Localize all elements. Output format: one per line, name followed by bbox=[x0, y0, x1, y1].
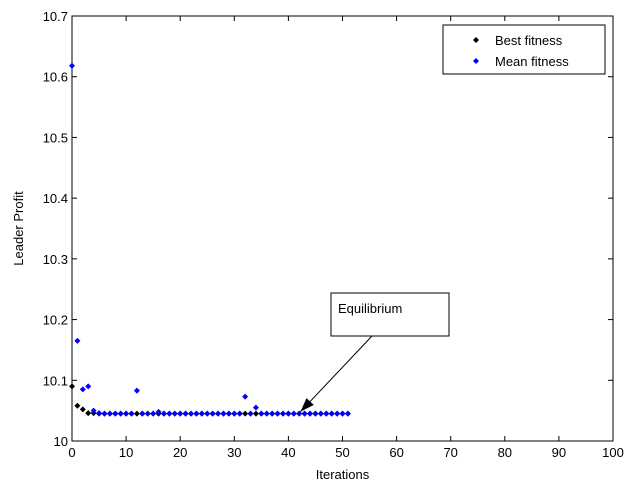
data-point bbox=[155, 408, 162, 415]
y-tick-label: 10.5 bbox=[43, 130, 68, 145]
data-point bbox=[225, 410, 232, 417]
data-point bbox=[96, 410, 103, 417]
data-point bbox=[150, 410, 157, 417]
y-tick-label: 10.7 bbox=[43, 9, 68, 24]
data-point bbox=[144, 410, 151, 417]
y-tick-label: 10.2 bbox=[43, 313, 68, 328]
x-tick-label: 70 bbox=[443, 445, 457, 460]
data-point bbox=[166, 410, 173, 417]
data-point bbox=[90, 407, 97, 414]
data-point bbox=[69, 383, 75, 390]
data-point bbox=[317, 410, 324, 417]
data-point bbox=[247, 410, 254, 417]
data-point bbox=[79, 386, 86, 393]
y-tick-label: 10.6 bbox=[43, 70, 68, 85]
plot-area bbox=[71, 15, 614, 442]
data-point bbox=[69, 62, 75, 69]
data-point bbox=[285, 410, 292, 417]
data-point bbox=[236, 410, 243, 417]
data-point bbox=[296, 410, 303, 417]
data-point bbox=[344, 410, 351, 417]
data-point bbox=[171, 410, 178, 417]
data-point bbox=[123, 410, 130, 417]
data-point bbox=[139, 410, 146, 417]
x-tick-label: 10 bbox=[119, 445, 133, 460]
x-tick-label: 50 bbox=[335, 445, 349, 460]
x-axis-label: Iterations bbox=[316, 467, 370, 482]
data-point bbox=[204, 410, 211, 417]
legend-marker-best-fitness bbox=[473, 37, 479, 43]
legend-label-best-fitness: Best fitness bbox=[495, 33, 563, 48]
data-point bbox=[160, 410, 167, 417]
annotation-box bbox=[330, 292, 450, 337]
data-point bbox=[193, 410, 200, 417]
data-point bbox=[274, 410, 281, 417]
annotation-text: Equilibrium bbox=[338, 301, 402, 316]
y-tick-label: 10.1 bbox=[43, 373, 68, 388]
data-point bbox=[290, 410, 297, 417]
data-point bbox=[188, 410, 195, 417]
data-point bbox=[177, 410, 184, 417]
x-tick-label: 20 bbox=[173, 445, 187, 460]
data-point bbox=[252, 404, 259, 411]
x-tick-label: 60 bbox=[389, 445, 403, 460]
data-point bbox=[307, 410, 314, 417]
data-point bbox=[112, 410, 119, 417]
x-tick-label: 80 bbox=[498, 445, 512, 460]
y-tick-label: 10.4 bbox=[43, 191, 68, 206]
series-mean-fitness bbox=[69, 62, 351, 417]
x-tick-label: 100 bbox=[602, 445, 624, 460]
data-point bbox=[101, 410, 108, 417]
legend-box bbox=[442, 24, 606, 75]
data-point bbox=[328, 410, 335, 417]
data-point bbox=[74, 402, 81, 409]
x-axis: 0 10 20 30 40 50 60 70 80 90 100 bbox=[68, 16, 624, 460]
series-layer bbox=[69, 62, 351, 417]
data-point bbox=[252, 410, 259, 417]
data-point bbox=[133, 410, 140, 417]
data-point bbox=[301, 410, 308, 417]
data-point bbox=[128, 410, 135, 417]
annotation-arrow-line bbox=[300, 335, 373, 413]
data-point bbox=[198, 410, 205, 417]
data-point bbox=[258, 410, 265, 417]
data-point bbox=[79, 406, 86, 413]
legend: Best fitness Mean fitness bbox=[442, 24, 606, 75]
data-point bbox=[117, 410, 124, 417]
data-point bbox=[231, 410, 238, 417]
equilibrium-annotation: Equilibrium bbox=[300, 292, 450, 413]
x-tick-label: 40 bbox=[281, 445, 295, 460]
y-tick-label: 10 bbox=[54, 434, 68, 449]
legend-label-mean-fitness: Mean fitness bbox=[495, 54, 569, 69]
legend-marker-mean-fitness bbox=[473, 58, 479, 64]
x-tick-label: 0 bbox=[68, 445, 75, 460]
data-point bbox=[339, 410, 346, 417]
x-tick-label: 90 bbox=[552, 445, 566, 460]
y-axis: 10 10.1 10.2 10.3 10.4 10.5 10.6 10.7 bbox=[43, 9, 613, 449]
y-axis-label: Leader Profit bbox=[11, 191, 26, 266]
data-point bbox=[263, 410, 270, 417]
data-point bbox=[279, 410, 286, 417]
data-point bbox=[133, 387, 140, 394]
data-point bbox=[334, 410, 341, 417]
data-point bbox=[215, 410, 222, 417]
data-point bbox=[85, 410, 92, 417]
data-point bbox=[182, 410, 189, 417]
data-point bbox=[242, 410, 249, 417]
data-point bbox=[85, 383, 92, 390]
data-point bbox=[209, 410, 216, 417]
data-point bbox=[242, 393, 249, 400]
y-tick-label: 10.3 bbox=[43, 252, 68, 267]
data-point bbox=[106, 410, 113, 417]
data-point bbox=[323, 410, 330, 417]
data-point bbox=[74, 337, 81, 344]
x-tick-label: 30 bbox=[227, 445, 241, 460]
annotation-arrow-head bbox=[300, 398, 314, 412]
data-point bbox=[269, 410, 276, 417]
data-point bbox=[220, 410, 227, 417]
data-point bbox=[312, 410, 319, 417]
